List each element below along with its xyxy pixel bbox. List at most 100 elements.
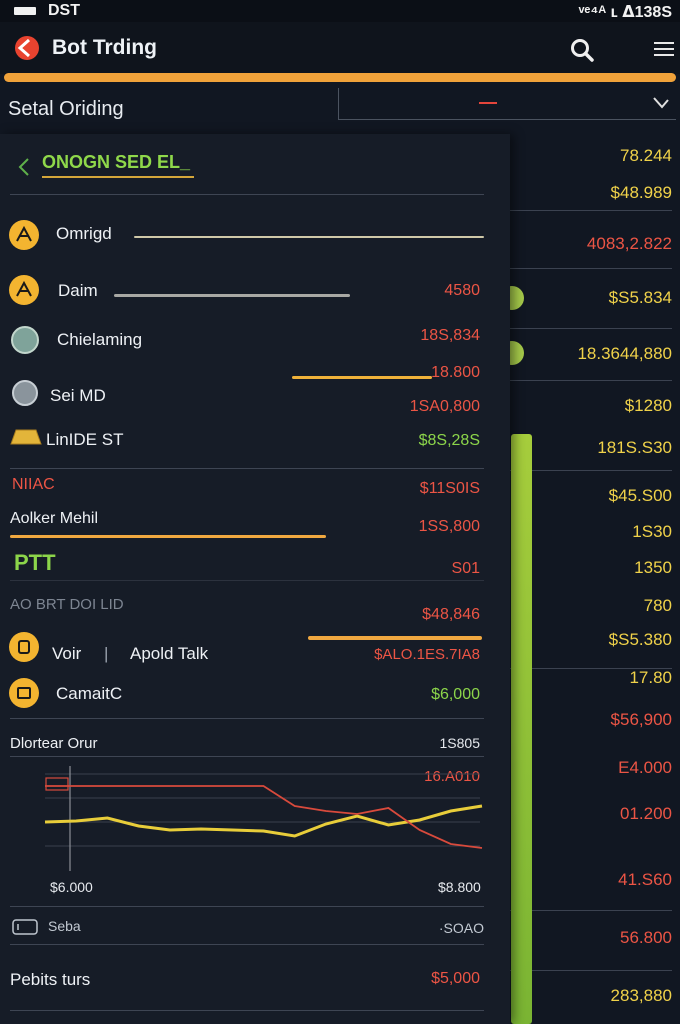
list-item-label: Omrigd bbox=[56, 224, 112, 243]
list-item-label: Seba bbox=[48, 918, 81, 934]
divider bbox=[10, 194, 484, 195]
order-panel: ONOGN SED EL_ bbox=[0, 134, 510, 1024]
coin-icon bbox=[11, 326, 39, 354]
row-bar bbox=[134, 236, 484, 238]
list-item-value: $48,846 bbox=[422, 606, 480, 623]
progress-bar bbox=[4, 73, 676, 82]
search-icon[interactable] bbox=[568, 36, 596, 64]
list-item-value: 18S,834 bbox=[420, 327, 480, 344]
divider bbox=[510, 328, 672, 329]
divider bbox=[510, 380, 672, 381]
back-icon[interactable] bbox=[12, 34, 40, 62]
right-price-value: 4083,2.822 bbox=[586, 234, 672, 253]
divider bbox=[10, 1010, 484, 1011]
right-price-value: 41.S60 bbox=[618, 870, 672, 889]
status-right-text: ᵛᵉ⁴ᴬ ʟ ᐃ138S bbox=[578, 4, 672, 21]
list-item-value: ·SOAO bbox=[438, 920, 484, 936]
right-price-value: $1280 bbox=[624, 396, 672, 415]
coin-icon bbox=[9, 632, 39, 662]
list-item-value: $11S0IS bbox=[419, 480, 480, 497]
coin-icon bbox=[12, 380, 38, 406]
right-price-value: $S5.380 bbox=[608, 630, 672, 649]
list-item-value: $5,000 bbox=[431, 970, 480, 987]
gold-bar-icon bbox=[10, 429, 42, 445]
right-price-column bbox=[510, 130, 680, 1024]
list-item-label: LinIDE ST bbox=[46, 430, 124, 449]
right-price-value: 780 bbox=[643, 596, 672, 615]
x-axis-start-label: $6.000 bbox=[50, 879, 93, 895]
list-item-value: S01 bbox=[451, 560, 480, 577]
list-item-value: 4580 bbox=[444, 282, 480, 299]
right-price-value: $45.S00 bbox=[608, 486, 672, 505]
right-price-value: $S5.834 bbox=[608, 288, 672, 307]
right-price-value: $48.989 bbox=[610, 183, 672, 202]
hamburger-menu-icon[interactable] bbox=[652, 38, 676, 60]
row-bar bbox=[114, 294, 350, 297]
divider bbox=[510, 210, 672, 211]
chevron-down-icon bbox=[653, 97, 669, 109]
volume-bar bbox=[511, 434, 532, 1024]
divider bbox=[10, 756, 484, 757]
card-icon bbox=[12, 919, 38, 935]
divider bbox=[510, 970, 672, 971]
right-price-value: 283,880 bbox=[610, 986, 672, 1005]
coin-a-icon bbox=[9, 220, 39, 250]
panel-header[interactable]: ONOGN SED EL_ bbox=[42, 152, 191, 172]
right-price-value: 17.80 bbox=[629, 668, 672, 687]
chart-marker bbox=[45, 777, 69, 791]
right-price-value: 1350 bbox=[634, 558, 672, 577]
row-bar bbox=[308, 636, 482, 640]
chart-title: Dlortear Orur bbox=[10, 735, 98, 752]
chart-series-yellow bbox=[44, 804, 483, 838]
row-bar bbox=[10, 535, 326, 538]
divider bbox=[510, 910, 672, 911]
right-price-value: $56,900 bbox=[610, 710, 672, 729]
divider bbox=[10, 718, 484, 719]
panel-header-underline bbox=[42, 176, 194, 178]
coin-a-icon bbox=[9, 275, 39, 305]
list-item-label: NIIAC bbox=[12, 476, 55, 493]
list-item-label: Sei MD bbox=[50, 386, 106, 405]
divider bbox=[510, 668, 672, 669]
coin-icon bbox=[9, 678, 39, 708]
list-item-value: 1SS,800 bbox=[418, 518, 480, 535]
section-select[interactable] bbox=[338, 88, 676, 120]
chart-value: 16.A010 bbox=[424, 768, 480, 785]
label-divider: | bbox=[104, 644, 109, 663]
battery-icon bbox=[14, 7, 36, 15]
list-item-label: Apold Talk bbox=[130, 644, 209, 663]
list-item-value: $ALO.1ES.7IA8 bbox=[374, 646, 480, 663]
list-item-label: AO BRT DOI LID bbox=[10, 596, 124, 613]
chevron-left-icon[interactable] bbox=[16, 156, 32, 178]
section-title: Setal Oriding bbox=[8, 98, 124, 120]
app-bar: Bot Trding bbox=[0, 22, 680, 74]
right-price-value: 78.244 bbox=[620, 146, 672, 165]
list-item-label: CamaitC bbox=[56, 684, 123, 703]
right-price-value: 01.200 bbox=[620, 804, 672, 823]
price-chart[interactable] bbox=[10, 756, 486, 886]
list-item-value: $8S,28S bbox=[418, 432, 480, 449]
chart-series-red bbox=[45, 785, 483, 849]
divider bbox=[10, 468, 484, 469]
list-item-label: Chielaming bbox=[57, 330, 143, 349]
list-item-label: Aolker Mehil bbox=[10, 510, 99, 527]
list-item-label: PTT bbox=[14, 550, 56, 575]
page-title: Bot Trding bbox=[52, 36, 157, 59]
right-price-value: 56.800 bbox=[620, 928, 672, 947]
list-item-label: Pebits turs bbox=[10, 970, 91, 989]
list-item-label: Daim bbox=[58, 281, 98, 300]
status-left-text: DST bbox=[48, 2, 80, 19]
divider bbox=[510, 470, 672, 471]
status-bar: DST ᵛᵉ⁴ᴬ ʟ ᐃ138S bbox=[0, 0, 680, 22]
divider bbox=[10, 580, 484, 581]
list-item-label: Voir bbox=[52, 644, 82, 663]
right-price-value: 181S.S30 bbox=[597, 438, 672, 457]
right-price-value: 18.3644,880 bbox=[577, 344, 672, 363]
divider bbox=[10, 906, 484, 907]
right-price-value: E4.000 bbox=[618, 758, 672, 777]
list-item-value: $6,000 bbox=[431, 686, 480, 703]
select-indicator bbox=[479, 102, 497, 104]
divider bbox=[510, 268, 672, 269]
list-item-value: 18.800 bbox=[431, 364, 480, 381]
row-bar bbox=[292, 376, 432, 379]
